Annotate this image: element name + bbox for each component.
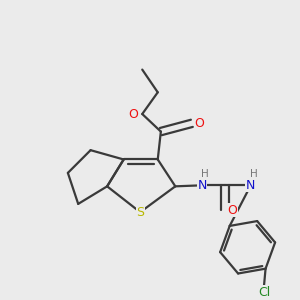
Text: Cl: Cl [258, 286, 270, 299]
Text: N: N [246, 179, 255, 192]
Text: H: H [201, 169, 208, 178]
Text: O: O [129, 107, 139, 121]
Text: O: O [195, 117, 205, 130]
Text: O: O [228, 204, 238, 217]
Text: S: S [136, 206, 144, 219]
Text: N: N [197, 179, 207, 192]
Text: H: H [250, 169, 258, 178]
